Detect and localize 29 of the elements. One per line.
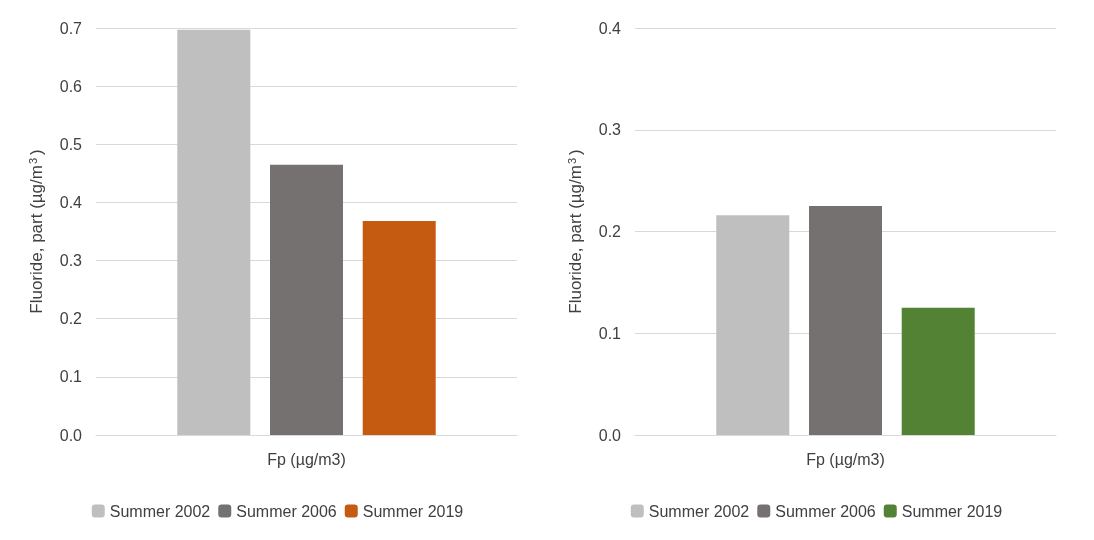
y-axis-title: Fluoride, part (µg/m3): [565, 149, 585, 314]
legend-label: Summer 2019: [362, 502, 464, 520]
y-tick-label: 0.2: [598, 223, 622, 240]
y-tick-label: 0.3: [598, 121, 622, 139]
legend-label: Summer 2006: [775, 502, 876, 520]
y-tick-label: 0.7: [59, 19, 83, 37]
y-axis-title: Fluoride, part (µg/m3): [26, 149, 46, 314]
legend-label: Summer 2019: [901, 502, 1003, 520]
legend-label: Summer 2002: [648, 502, 750, 520]
y-tick-label: 0.4: [598, 19, 622, 37]
x-tick-label: Fp (µg/m3): [806, 450, 885, 468]
y-tick-label: 0.1: [59, 368, 83, 386]
bar: [716, 215, 790, 435]
bar: [362, 221, 436, 435]
y-tick-label: 0.6: [59, 77, 83, 95]
y-tick-label: 0.5: [59, 135, 83, 153]
y-tick-label: 0.0: [598, 426, 622, 444]
legend-label: Summer 2006: [236, 502, 337, 520]
bar: [809, 206, 882, 435]
bar: [901, 307, 975, 435]
bar: [270, 164, 343, 435]
y-tick-label: 0.0: [59, 426, 83, 444]
legend-label: Summer 2002: [109, 502, 211, 520]
y-tick-label: 0.1: [598, 324, 622, 342]
y-tick-label: 0.3: [59, 252, 83, 270]
x-tick-label: Fp (µg/m3): [267, 450, 346, 468]
bar: [177, 29, 251, 435]
y-tick-label: 0.4: [59, 193, 83, 211]
y-tick-label: 0.2: [59, 310, 83, 328]
